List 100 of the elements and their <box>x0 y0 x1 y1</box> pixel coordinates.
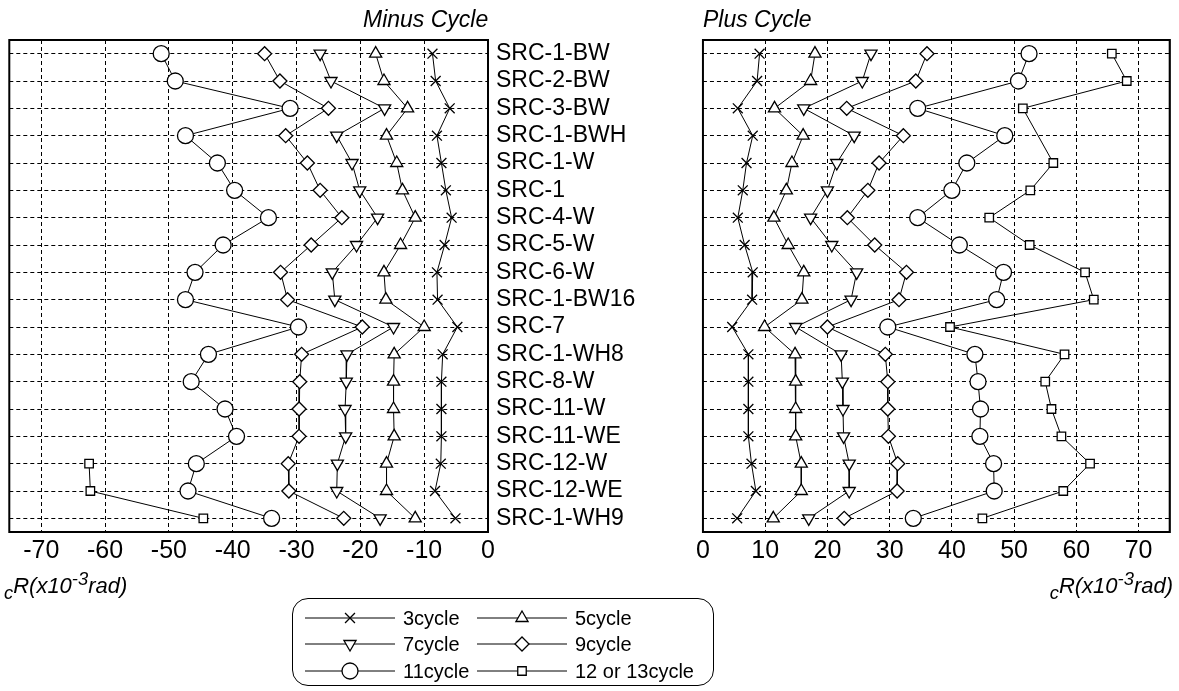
y-tick-label: SRC-2-BW <box>496 66 611 93</box>
point <box>85 486 96 496</box>
point <box>152 45 170 63</box>
point <box>338 404 352 417</box>
point <box>449 512 462 524</box>
point <box>871 155 887 171</box>
point <box>839 210 855 226</box>
point <box>747 130 759 142</box>
x-axis-title: $_{c}$R(x10$^{-3}$rad) <box>4 568 128 604</box>
point <box>1121 76 1132 86</box>
point <box>435 458 447 470</box>
point <box>187 455 205 473</box>
point <box>313 49 327 62</box>
point <box>909 209 927 227</box>
y-tick-label: SRC-8-W <box>496 367 595 394</box>
point <box>726 321 738 333</box>
y-tick-label: SRC-1-BW <box>496 39 611 66</box>
point <box>1088 294 1099 305</box>
point <box>179 482 197 500</box>
point <box>446 212 458 224</box>
point <box>256 46 273 62</box>
point <box>1040 376 1051 387</box>
point <box>379 128 394 140</box>
point <box>994 263 1013 281</box>
point <box>186 263 204 281</box>
point <box>354 319 370 335</box>
point <box>437 348 449 360</box>
point <box>395 182 410 195</box>
y-tick-label: SRC-6-W <box>496 257 595 284</box>
x-tick-label: 0 <box>481 534 495 563</box>
point <box>984 455 1003 473</box>
point <box>864 49 878 62</box>
point <box>279 292 296 308</box>
point <box>338 432 353 444</box>
point <box>797 264 811 277</box>
point <box>794 483 808 496</box>
point <box>334 210 350 226</box>
point <box>958 154 976 172</box>
point <box>435 376 448 388</box>
point <box>292 374 308 390</box>
point <box>281 483 297 499</box>
x-tick-label: -40 <box>214 534 251 563</box>
point <box>291 428 307 444</box>
point <box>1025 185 1036 196</box>
point <box>751 75 763 87</box>
y-tick-label: SRC-1-BW16 <box>496 285 636 312</box>
y-tick-label: SRC-11-WE <box>496 421 621 448</box>
point <box>745 458 758 470</box>
y-tick-label: SRC-5-W <box>496 230 595 257</box>
point <box>891 292 907 308</box>
point <box>345 158 359 171</box>
point <box>794 456 808 468</box>
point <box>439 239 451 251</box>
point <box>797 104 811 116</box>
point <box>340 350 354 362</box>
point <box>919 46 935 62</box>
point <box>880 374 896 390</box>
point <box>788 428 803 441</box>
point <box>904 509 922 527</box>
point <box>387 346 401 359</box>
point <box>349 240 364 253</box>
point <box>289 318 308 336</box>
point <box>742 348 754 360</box>
x-tick-label: 40 <box>937 534 966 563</box>
point <box>386 374 401 386</box>
point <box>208 154 227 172</box>
legend-label: 12 or 13cycle <box>575 659 694 682</box>
point <box>431 130 443 142</box>
point <box>214 236 232 254</box>
point <box>324 76 338 89</box>
x-tick-label: 50 <box>1000 534 1029 563</box>
x-tick-label: -20 <box>342 534 379 563</box>
point <box>943 181 961 199</box>
legend-label: 9cycle <box>575 633 632 656</box>
point <box>84 458 94 469</box>
legend-label: 3cycle <box>403 606 460 629</box>
point <box>293 346 310 362</box>
point <box>435 157 448 169</box>
x-tick-label: 10 <box>751 534 780 563</box>
point <box>429 485 441 497</box>
point <box>779 182 794 195</box>
x-tick-label: -30 <box>278 534 315 563</box>
y-tick-label: SRC-1-WH9 <box>496 503 624 530</box>
point <box>849 268 864 280</box>
point <box>377 73 391 86</box>
point <box>379 483 394 496</box>
y-tick-label: SRC-12-WE <box>496 476 623 503</box>
point <box>1020 45 1038 63</box>
point <box>889 483 905 499</box>
point <box>1106 48 1117 59</box>
point <box>368 46 383 58</box>
point <box>336 510 352 526</box>
point <box>303 237 319 253</box>
point <box>971 400 990 418</box>
point <box>280 456 296 472</box>
point <box>834 350 848 362</box>
point <box>325 268 339 280</box>
point <box>836 510 852 526</box>
y-tick-label: SRC-1-WH8 <box>496 339 624 366</box>
point <box>836 404 850 417</box>
